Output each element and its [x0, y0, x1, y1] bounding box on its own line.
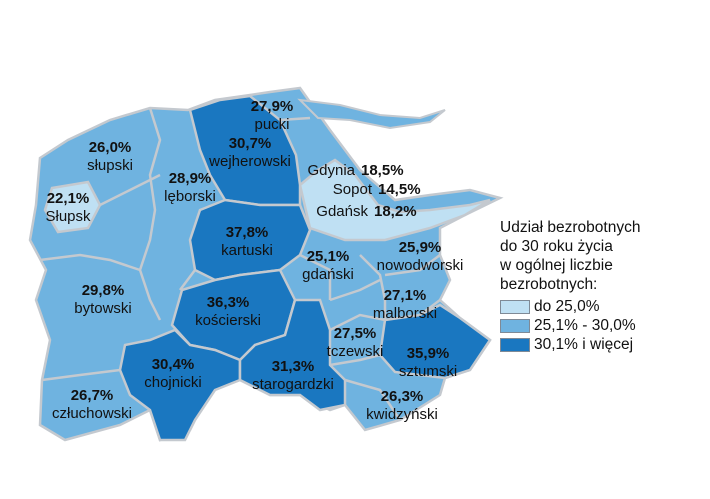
region-name: kartuski	[221, 242, 273, 259]
region-name: kościerski	[195, 312, 261, 329]
county-borders	[39, 107, 441, 421]
legend-label-low: do 25,0%	[534, 298, 600, 315]
region-name: wejherowski	[208, 153, 291, 170]
region-value: 25,1%	[307, 248, 350, 265]
region-name: nowodworski	[377, 257, 464, 274]
region-value: 30,7%	[229, 135, 272, 152]
region-shape-kartuski	[188, 198, 312, 282]
region-value: 30,4%	[152, 356, 195, 373]
legend-item-high: 30,1% i więcej	[500, 335, 705, 354]
region-value: 31,3%	[272, 358, 315, 375]
region-value: 27,9%	[251, 98, 294, 115]
region-name: malborski	[373, 305, 437, 322]
region-name: lęborski	[164, 188, 216, 205]
legend-title-line: w ogólnej liczbie	[500, 257, 613, 274]
region-shape-chojnicki	[118, 328, 242, 442]
hel-peninsula	[297, 98, 446, 130]
region-name: chojnicki	[144, 374, 202, 391]
region-shape-starogardzki	[238, 298, 347, 412]
region-shape-tricity	[298, 158, 491, 242]
legend-swatch-low	[500, 299, 530, 314]
region-value: 25,9%	[399, 239, 442, 256]
region-name: gdański	[302, 266, 354, 283]
legend-swatch-high	[500, 337, 530, 352]
region-name: człuchowski	[52, 405, 132, 422]
region-name: pucki	[254, 116, 289, 133]
region-value: 26,7%	[71, 387, 114, 404]
region-name: sztumski	[399, 363, 457, 380]
legend-label-mid: 25,1% - 30,0%	[534, 317, 636, 334]
city-name: Gdańsk	[316, 203, 368, 220]
region-value: 29,8%	[82, 282, 125, 299]
region-value: 37,8%	[226, 224, 269, 241]
region-name: starogardzki	[252, 376, 334, 393]
region-value: 26,3%	[381, 388, 424, 405]
region-name: bytowski	[74, 300, 132, 317]
region-name: Słupsk	[45, 208, 91, 225]
region-value: 26,0%	[89, 139, 132, 156]
region-value: 27,1%	[384, 287, 427, 304]
region-value: 35,9%	[407, 345, 450, 362]
region-value: 27,5%	[334, 325, 377, 342]
city-value: 18,5%	[361, 162, 404, 179]
region-name: tczewski	[327, 343, 384, 360]
region-name: kwidzyński	[366, 406, 438, 423]
legend: Udział bezrobotnych do 30 roku życia w o…	[500, 218, 705, 354]
legend-title-line: do 30 roku życia	[500, 238, 613, 255]
city-value: 18,2%	[374, 203, 417, 220]
region-value: 28,9%	[169, 170, 212, 187]
city-name: Gdynia	[307, 162, 355, 179]
legend-title-line: Udział bezrobotnych	[500, 219, 641, 236]
region-value: 36,3%	[207, 294, 250, 311]
city-name: Sopot	[333, 181, 373, 198]
region-name: słupski	[87, 157, 133, 174]
legend-label-high: 30,1% i więcej	[534, 336, 634, 353]
region-shape-sztumski	[378, 303, 492, 380]
legend-item-low: do 25,0%	[500, 297, 705, 316]
legend-swatch-mid	[500, 318, 530, 333]
region-shape-slupsk	[43, 180, 102, 234]
legend-title: Udział bezrobotnych do 30 roku życia w o…	[500, 218, 705, 294]
region-value: 22,1%	[47, 190, 90, 207]
legend-title-line: bezrobotnych:	[500, 276, 598, 293]
city-value: 14,5%	[378, 181, 421, 198]
legend-item-mid: 25,1% - 30,0%	[500, 316, 705, 335]
